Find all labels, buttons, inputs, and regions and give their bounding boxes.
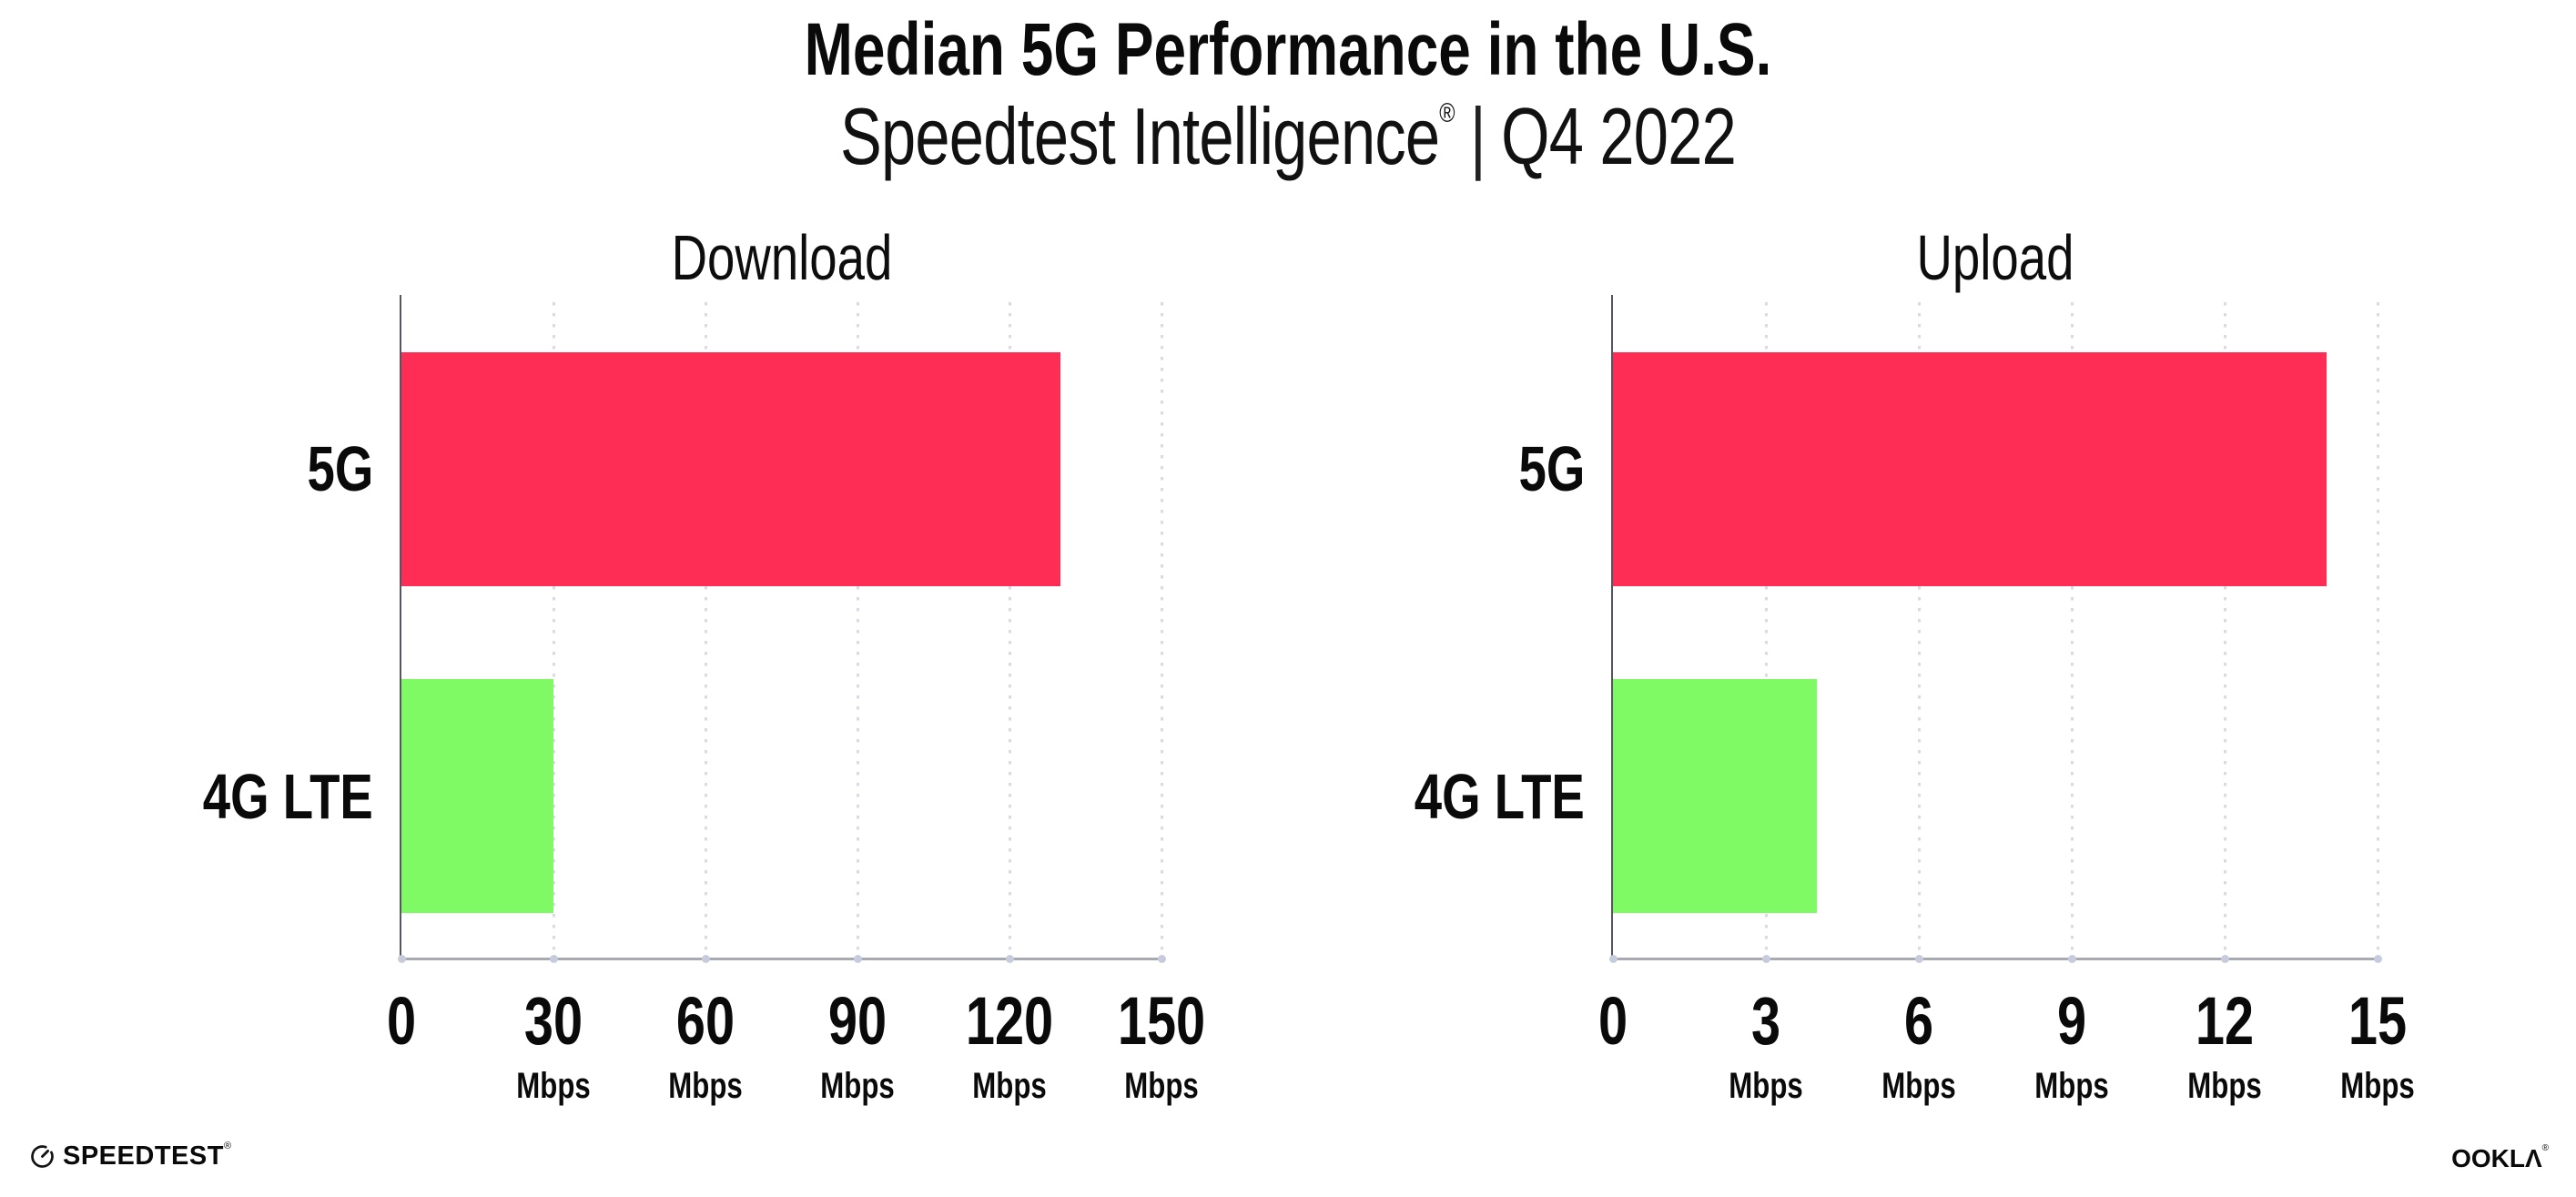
gridline-15 xyxy=(2377,302,2379,959)
gridline-30 xyxy=(553,302,555,959)
gridline-9 xyxy=(2071,302,2074,959)
axis-tick-dot-3 xyxy=(1761,955,1770,963)
x-tick-value-90: 90 xyxy=(827,983,887,1059)
x-tick-value-30: 30 xyxy=(523,983,583,1059)
bar-4g-lte-upload xyxy=(1613,679,1817,913)
x-tick-unit-60: Mbps xyxy=(668,1066,743,1106)
x-tick-label-0: 0 xyxy=(1594,988,1631,1055)
gridline-90 xyxy=(857,302,859,959)
speedtest-gauge-icon xyxy=(31,1145,54,1168)
x-tick-label-12: 12 Mbps xyxy=(2177,983,2272,1106)
axis-tick-dot-9 xyxy=(2067,955,2076,963)
x-axis xyxy=(1613,958,2378,960)
x-tick-value-9: 9 xyxy=(2056,983,2087,1059)
bar-5g-upload xyxy=(1613,352,2327,586)
x-tick-value-6: 6 xyxy=(1903,983,1934,1059)
x-tick-unit-120: Mbps xyxy=(972,1066,1047,1106)
ookla-wordmark: OOKLΛ xyxy=(2451,1144,2542,1172)
x-tick-value-120: 120 xyxy=(965,983,1054,1059)
x-tick-value-60: 60 xyxy=(675,983,735,1059)
x-tick-value-0: 0 xyxy=(386,983,417,1059)
axis-tick-dot-12 xyxy=(2220,955,2229,963)
plot-area-download: 5G 4G LTE 0 30 Mbps 60 Mbps 90 Mbps 120 Mbps 150 Mbp… xyxy=(203,295,1205,1104)
x-tick-label-6: 6 Mbps xyxy=(1871,983,1966,1106)
registered-mark-icon: ® xyxy=(1439,98,1455,128)
ookla-registered-mark: ® xyxy=(2541,1143,2549,1153)
category-label-4g-lte: 4G LTE xyxy=(1366,765,1585,828)
chart-download: Download 5G 4G LTE 0 30 Mbps 60 Mbps 90 Mbps 120 M… xyxy=(203,226,1205,1104)
y-axis xyxy=(400,295,401,959)
x-tick-value-15: 15 xyxy=(2348,983,2408,1059)
x-tick-value-150: 150 xyxy=(1117,983,1206,1059)
category-label-text-4g-lte: 4G LTE xyxy=(1414,761,1585,832)
page-title: Median 5G Performance in the U.S. xyxy=(668,13,1908,87)
axis-tick-dot-30 xyxy=(549,955,558,963)
x-axis xyxy=(401,958,1161,960)
subtitle-separator: | xyxy=(1469,91,1486,181)
axis-tick-dot-0 xyxy=(397,955,406,963)
bar-4g-lte-download xyxy=(401,679,553,913)
axis-tick-dot-0 xyxy=(1608,955,1618,963)
x-tick-unit-6: Mbps xyxy=(1881,1066,1956,1106)
ookla-logo: OOKLΛ® xyxy=(2451,1143,2549,1172)
gridline-3 xyxy=(1765,302,1768,959)
axis-tick-dot-6 xyxy=(1914,955,1923,963)
page-subtitle: Speedtest Intelligence® | Q4 2022 xyxy=(714,96,1862,177)
x-tick-unit-30: Mbps xyxy=(516,1066,591,1106)
chart-title-upload: Upload xyxy=(1894,226,2096,289)
page-subtitle-text: Speedtest Intelligence® | Q4 2022 xyxy=(840,96,1737,177)
axis-tick-dot-120 xyxy=(1005,955,1014,963)
category-label-4g-lte: 4G LTE xyxy=(155,765,373,828)
x-tick-label-150: 150 Mbps xyxy=(1105,983,1217,1106)
subtitle-period: Q4 2022 xyxy=(1501,91,1737,181)
speedtest-wordmark: SPEEDTEST® xyxy=(63,1141,232,1171)
chart-title-text-upload: Upload xyxy=(1916,222,2074,293)
speedtest-logo: SPEEDTEST® xyxy=(30,1141,232,1171)
category-label-5g: 5G xyxy=(1500,437,1585,501)
axis-tick-dot-60 xyxy=(701,955,710,963)
category-label-text-5g: 5G xyxy=(1518,433,1585,504)
x-tick-label-90: 90 Mbps xyxy=(810,983,905,1106)
category-label-5g: 5G xyxy=(289,437,373,501)
page-title-text: Median 5G Performance in the U.S. xyxy=(804,8,1772,91)
axis-tick-dot-15 xyxy=(2373,955,2382,963)
category-label-text-4g-lte: 4G LTE xyxy=(202,761,373,832)
x-tick-value-12: 12 xyxy=(2195,983,2255,1059)
plot-area-upload: 5G 4G LTE 0 3 Mbps 6 Mbps 9 Mbps 12 Mbps 15 Mbps xyxy=(1415,295,2415,1104)
x-tick-label-60: 60 Mbps xyxy=(658,983,753,1106)
x-tick-unit-3: Mbps xyxy=(1729,1066,1803,1106)
chart-upload: Upload 5G 4G LTE 0 3 Mbps 6 Mbps 9 Mbps 12 Mbps 15 M… xyxy=(1415,226,2415,1104)
x-tick-unit-9: Mbps xyxy=(2034,1066,2109,1106)
x-tick-label-15: 15 Mbps xyxy=(2330,983,2425,1106)
x-tick-value-3: 3 xyxy=(1750,983,1781,1059)
x-tick-label-3: 3 Mbps xyxy=(1719,983,1813,1106)
gridline-120 xyxy=(1009,302,1011,959)
subtitle-brand: Speedtest Intelligence xyxy=(840,91,1440,181)
axis-tick-dot-150 xyxy=(1157,955,1166,963)
chart-title-text-download: Download xyxy=(671,222,892,293)
x-tick-label-120: 120 Mbps xyxy=(953,983,1065,1106)
category-label-text-5g: 5G xyxy=(307,433,373,504)
speedtest-registered-mark: ® xyxy=(223,1141,232,1151)
chart-title-download: Download xyxy=(640,226,923,289)
x-tick-label-30: 30 Mbps xyxy=(506,983,601,1106)
bar-5g-download xyxy=(401,352,1060,586)
x-tick-unit-150: Mbps xyxy=(1124,1066,1199,1106)
gridline-60 xyxy=(705,302,707,959)
x-tick-label-0: 0 xyxy=(382,988,420,1055)
gridline-12 xyxy=(2224,302,2226,959)
x-tick-unit-15: Mbps xyxy=(2340,1066,2415,1106)
x-tick-label-9: 9 Mbps xyxy=(2024,983,2119,1106)
x-tick-value-0: 0 xyxy=(1597,983,1628,1059)
gridline-6 xyxy=(1918,302,1921,959)
gridline-150 xyxy=(1161,302,1163,959)
axis-tick-dot-90 xyxy=(853,955,862,963)
x-tick-unit-12: Mbps xyxy=(2187,1066,2262,1106)
y-axis xyxy=(1611,295,1613,959)
x-tick-unit-90: Mbps xyxy=(820,1066,895,1106)
